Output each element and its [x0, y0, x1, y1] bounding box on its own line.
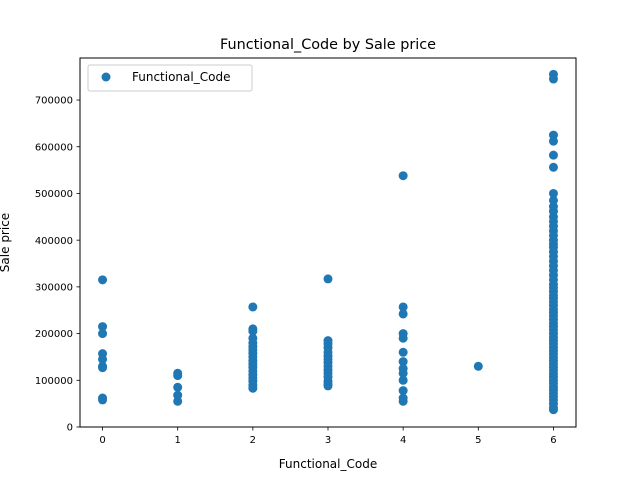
- legend-label: Functional_Code: [132, 70, 230, 84]
- x-tick-label: 3: [325, 435, 331, 446]
- data-point: [398, 396, 408, 406]
- data-point: [323, 381, 333, 391]
- x-tick-label: 1: [175, 435, 181, 446]
- x-tick-label: 2: [250, 435, 256, 446]
- x-tick-label: 0: [99, 435, 105, 446]
- y-tick-label: 0: [67, 423, 73, 434]
- data-point: [98, 354, 108, 364]
- data-point: [398, 347, 408, 357]
- x-axis-ticks: 0 1 2 3 4 5 6: [99, 427, 557, 446]
- legend: Functional_Code: [87, 64, 253, 92]
- data-point: [473, 361, 483, 371]
- y-tick-label: 100000: [35, 376, 73, 387]
- x-axis-label: Functional_Code: [279, 457, 377, 471]
- data-point: [548, 162, 558, 172]
- y-tick-label: 500000: [35, 189, 73, 200]
- data-point: [98, 363, 108, 373]
- legend-box: [87, 64, 253, 92]
- data-point: [98, 275, 108, 285]
- data-point: [398, 171, 408, 181]
- data-point: [398, 302, 408, 312]
- data-point: [548, 405, 558, 415]
- data-point: [398, 357, 408, 367]
- data-point: [248, 383, 258, 393]
- x-tick-label: 4: [400, 435, 406, 446]
- data-point: [548, 150, 558, 160]
- data-point: [248, 326, 258, 336]
- x-tick-label: 5: [475, 435, 481, 446]
- data-point: [98, 322, 108, 332]
- x-tick-label: 6: [550, 435, 556, 446]
- y-tick-label: 400000: [35, 236, 73, 247]
- data-point: [173, 382, 183, 392]
- data-point: [173, 396, 183, 406]
- data-point: [398, 309, 408, 319]
- data-point: [398, 375, 408, 385]
- chart-title: Functional_Code by Sale price: [220, 37, 436, 53]
- y-tick-label: 700000: [35, 96, 73, 107]
- y-tick-label: 600000: [35, 142, 73, 153]
- data-point: [98, 329, 108, 339]
- data-point: [323, 274, 333, 284]
- data-point: [548, 74, 558, 84]
- data-point: [398, 333, 408, 343]
- data-point: [248, 302, 258, 312]
- legend-marker: [101, 72, 111, 82]
- data-point: [398, 386, 408, 396]
- data-point: [98, 395, 108, 405]
- y-axis-label: Sale price: [0, 213, 12, 272]
- y-tick-label: 300000: [35, 282, 73, 293]
- scatter-points: [98, 69, 558, 415]
- y-axis-ticks: 0 100000 200000 300000 400000 500000 600000 700…: [35, 96, 80, 434]
- data-point: [173, 371, 183, 381]
- data-point: [548, 136, 558, 146]
- data-point: [548, 188, 558, 198]
- y-tick-label: 200000: [35, 329, 73, 340]
- data-point: [398, 368, 408, 378]
